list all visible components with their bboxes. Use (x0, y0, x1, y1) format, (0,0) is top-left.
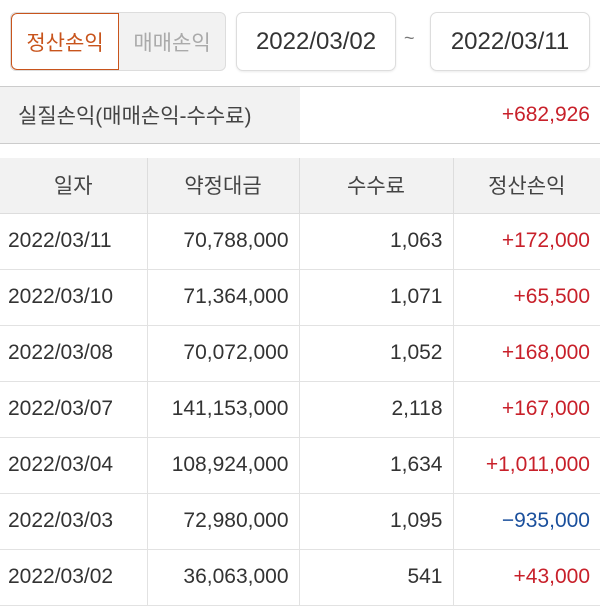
table-row[interactable]: 2022/03/08 70,072,000 1,052 +168,000 (0, 325, 600, 382)
row-settlement-pnl: +43,000 (453, 549, 600, 606)
row-date: 2022/03/11 (0, 213, 148, 270)
row-date: 2022/03/07 (0, 381, 148, 438)
table-row[interactable]: 2022/03/07 141,153,000 2,118 +167,000 (0, 381, 600, 438)
row-settlement-pnl: +167,000 (453, 381, 600, 438)
row-date: 2022/03/04 (0, 437, 148, 494)
row-fee: 1,095 (299, 493, 454, 550)
row-settlement-pnl: +65,500 (453, 269, 600, 326)
summary-row: 실질손익(매매손익-수수료) +682,926 (0, 86, 600, 144)
row-contract-amount: 36,063,000 (147, 549, 300, 606)
tab-settlement-pnl[interactable]: 정산손익 (11, 13, 119, 70)
row-fee: 541 (299, 549, 454, 606)
table-row[interactable]: 2022/03/11 70,788,000 1,063 +172,000 (0, 213, 600, 270)
header-date: 일자 (0, 158, 148, 214)
row-settlement-pnl: +172,000 (453, 213, 600, 270)
pnl-table: 일자 약정대금 수수료 정산손익 2022/03/11 70,788,000 1,0… (0, 158, 600, 606)
summary-value: +682,926 (501, 103, 590, 126)
row-date: 2022/03/10 (0, 269, 148, 326)
row-fee: 2,118 (299, 381, 454, 438)
table-row[interactable]: 2022/03/10 71,364,000 1,071 +65,500 (0, 269, 600, 326)
row-settlement-pnl: +168,000 (453, 325, 600, 382)
pnl-type-toggle: 정산손익 매매손익 (10, 12, 226, 71)
row-contract-amount: 108,924,000 (147, 437, 300, 494)
summary-label: 실질손익(매매손익-수수료) (0, 87, 300, 143)
row-fee: 1,063 (299, 213, 454, 270)
row-contract-amount: 72,980,000 (147, 493, 300, 550)
row-contract-amount: 70,788,000 (147, 213, 300, 270)
row-fee: 1,634 (299, 437, 454, 494)
table-row[interactable]: 2022/03/04 108,924,000 1,634 +1,011,000 (0, 437, 600, 494)
row-date: 2022/03/02 (0, 549, 148, 606)
row-settlement-pnl: −935,000 (453, 493, 600, 550)
row-fee: 1,071 (299, 269, 454, 326)
tab-trading-pnl[interactable]: 매매손익 (133, 31, 211, 55)
row-contract-amount: 141,153,000 (147, 381, 300, 438)
row-contract-amount: 71,364,000 (147, 269, 300, 326)
row-contract-amount: 70,072,000 (147, 325, 300, 382)
header-settlement-pnl: 정산손익 (453, 158, 600, 214)
header-contract-amount: 약정대금 (147, 158, 300, 214)
row-date: 2022/03/03 (0, 493, 148, 550)
date-separator: ~ (404, 28, 415, 48)
table-row[interactable]: 2022/03/02 36,063,000 541 +43,000 (0, 549, 600, 606)
start-date-input[interactable]: 2022/03/02 (236, 12, 396, 71)
end-date-input[interactable]: 2022/03/11 (430, 12, 590, 71)
row-fee: 1,052 (299, 325, 454, 382)
header-fee: 수수료 (299, 158, 454, 214)
row-settlement-pnl: +1,011,000 (453, 437, 600, 494)
row-date: 2022/03/08 (0, 325, 148, 382)
table-row[interactable]: 2022/03/03 72,980,000 1,095 −935,000 (0, 493, 600, 550)
